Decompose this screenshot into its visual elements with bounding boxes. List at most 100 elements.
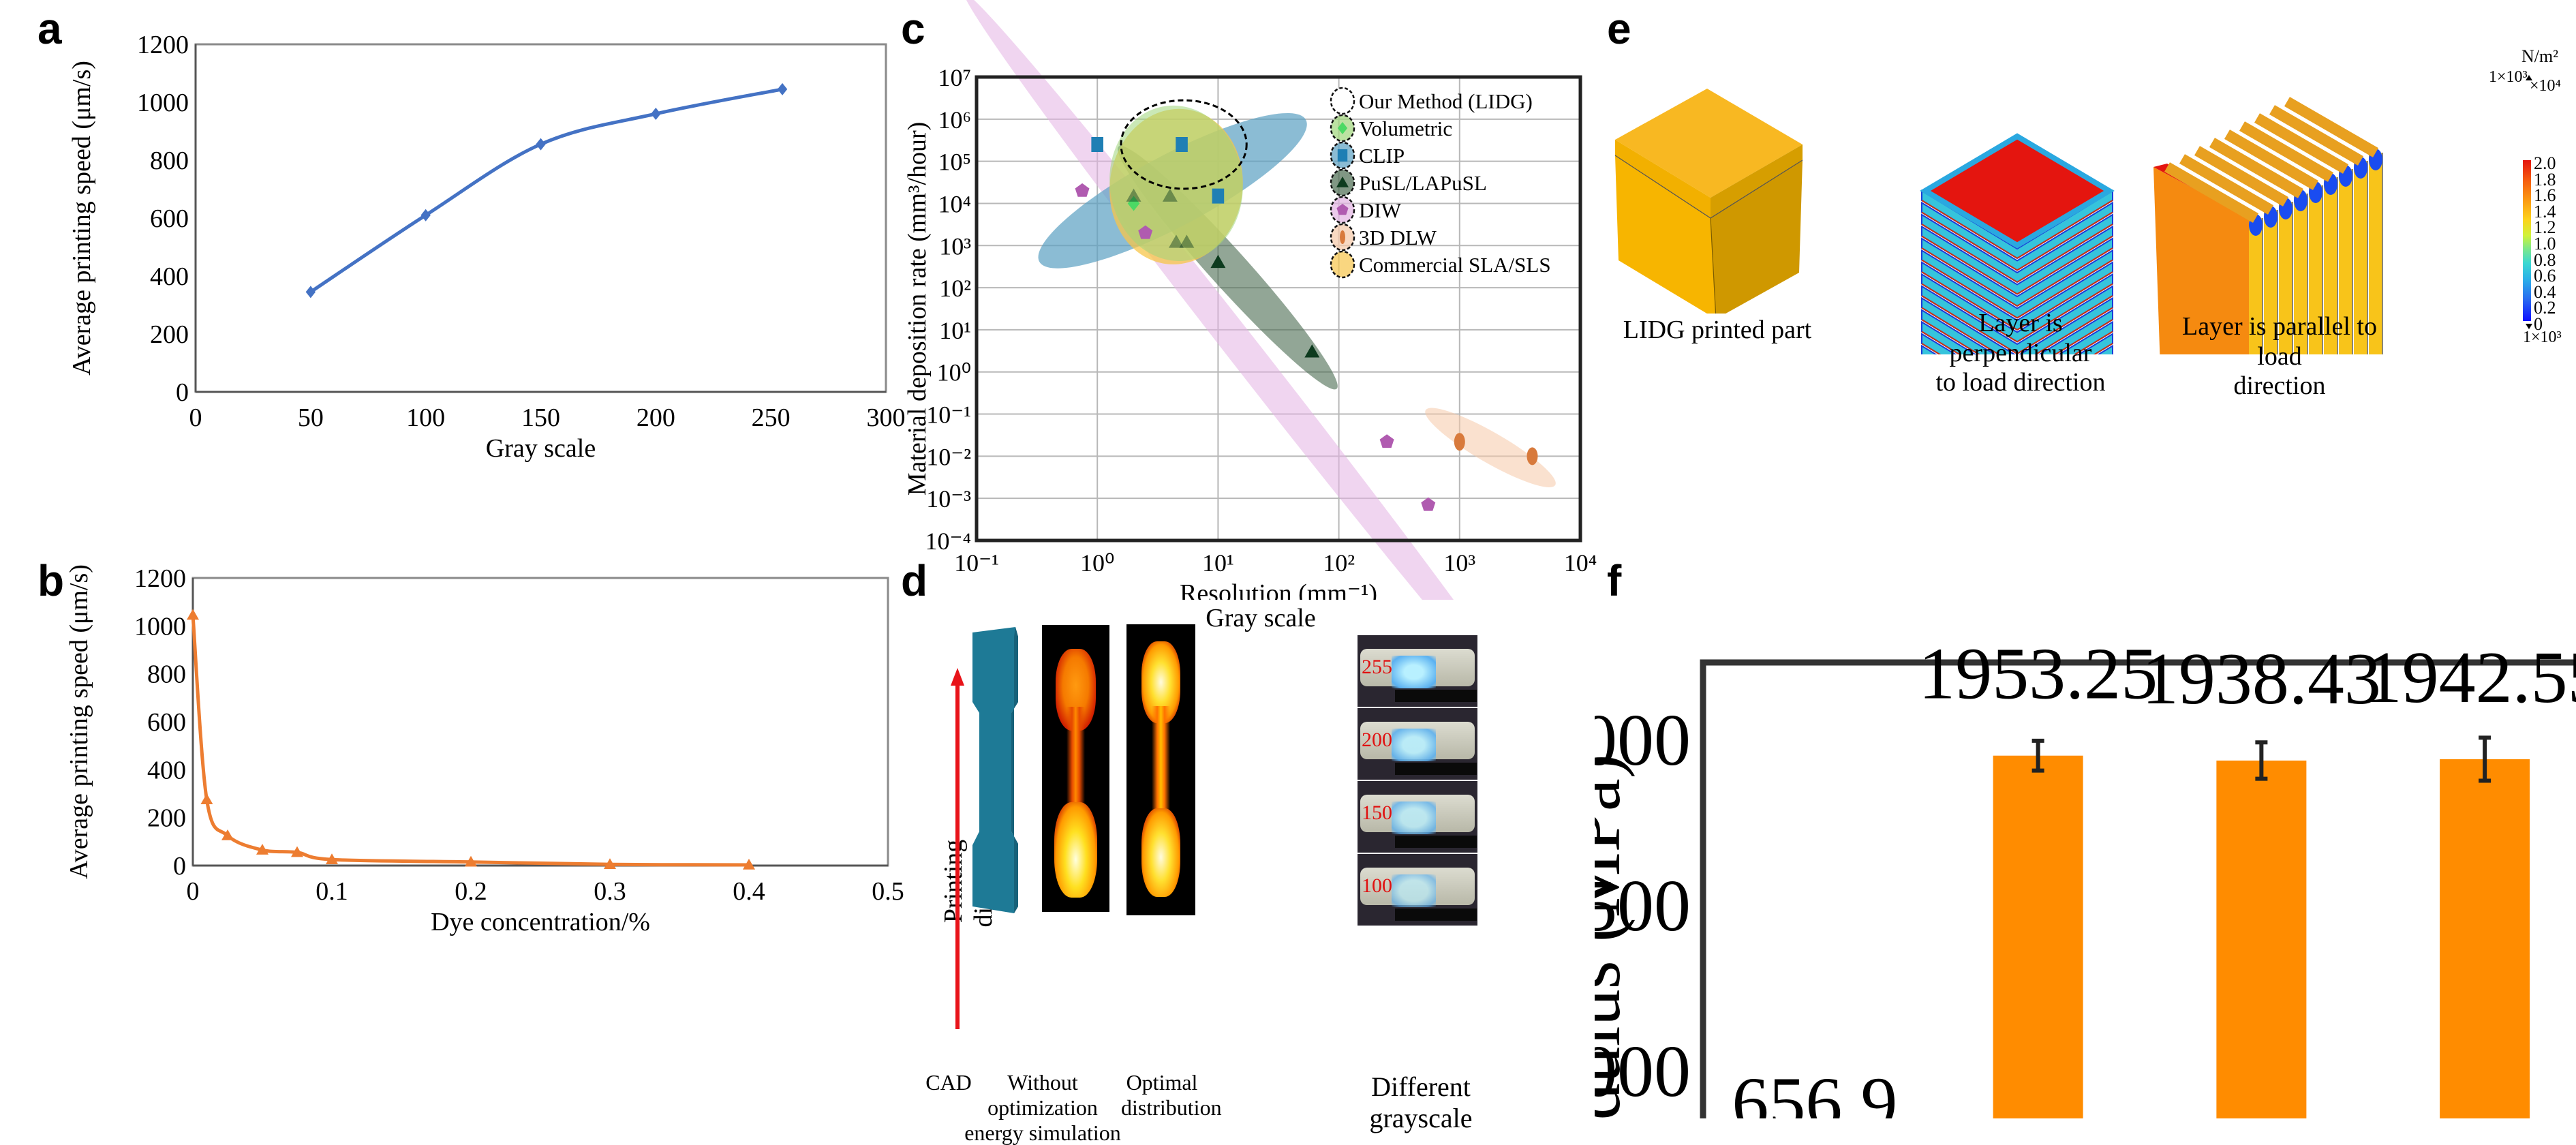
data-point [326, 853, 338, 864]
stress-line [2017, 259, 2113, 319]
plot-frame [1700, 659, 2576, 1118]
legend-label: PuSL/LAPuSL [1359, 171, 1487, 195]
y-tick-label: 10⁻³ [926, 485, 971, 513]
data-point [221, 829, 234, 840]
data-point [651, 108, 661, 120]
gray-level-label: 255 [1362, 656, 1392, 678]
stress-line [1921, 259, 2018, 319]
y-tick-label: 10⁻² [926, 443, 971, 470]
bar [2440, 759, 2530, 1118]
y-tick-label: 0 [173, 852, 186, 881]
colorbar-tick-label: 1.2 [2534, 217, 2556, 238]
colorbar-down-triangle-icon [2526, 324, 2532, 329]
data-point [1138, 225, 1153, 239]
region-volumetric [1109, 105, 1243, 262]
stress-line [1921, 319, 1980, 354]
y-tick-label: 200 [150, 320, 189, 349]
colorbar-tick-label: 1.8 [2534, 169, 2556, 189]
data-point [305, 286, 316, 299]
bar [1993, 755, 2083, 1118]
data-point [604, 858, 616, 869]
caption-line: Layer is parallel to load [2182, 312, 2377, 371]
heatmap-optimal-distribution [1126, 624, 1195, 915]
stress-layer [2339, 169, 2352, 354]
caption-without-optimization: Without optimization energy simulation [961, 1070, 1124, 1145]
y-tick-label: 10² [939, 275, 971, 302]
caption-optimal: Optimal distribution [1121, 1070, 1222, 1120]
y-tick-label: 600 [147, 708, 186, 737]
stress-line [2017, 200, 2113, 259]
stress-top-ridge [2164, 162, 2258, 223]
stress-line [1921, 331, 1961, 354]
data-point [536, 138, 546, 151]
y-tick-label: 1000 [134, 612, 186, 641]
bar-value-label: 656.9 [1732, 1063, 1897, 1118]
stress-layer [2369, 153, 2382, 354]
region-3d-dlw [1425, 408, 1556, 487]
gray-level-label: 150 [1362, 802, 1392, 824]
x-tick-label: 0.2 [455, 877, 487, 906]
x-tick-label: 10³ [1443, 549, 1475, 577]
stress-line [1921, 283, 2018, 343]
y-tick-label: 10¹ [939, 317, 971, 344]
data-point [1075, 183, 1090, 197]
y-tick-label: 10⁴ [938, 190, 971, 217]
y-tick-label: 1500 [1595, 866, 1691, 947]
data-point [465, 855, 477, 867]
bar-value-label: 1953.25 [1918, 634, 2158, 715]
colorbar-min-note: 1×10³ [2523, 329, 2562, 346]
stress-line [2017, 247, 2113, 307]
colorbar-up-triangle-icon [2526, 75, 2532, 80]
x-tick-label: 0 [187, 877, 200, 906]
panel-letter-d: d [901, 556, 928, 605]
bar-value-label: 1938.43 [2142, 639, 2381, 720]
data-point [256, 844, 269, 855]
x-axis-label: Resolution (mm⁻¹) [1180, 579, 1377, 600]
stress-line [1921, 247, 2018, 307]
legend-marker [1340, 230, 1345, 244]
y-tick-label: 600 [150, 204, 189, 233]
colorbar-tick-label: 0.6 [2534, 266, 2556, 286]
x-tick-label: 10⁻¹ [954, 549, 999, 577]
colorbar-tick-label: 0.2 [2534, 298, 2556, 318]
caption-different-grayscale: Different grayscale [1369, 1071, 1473, 1133]
stress-line [2017, 211, 2113, 271]
colorbar-tick-label: 2.0 [2534, 153, 2556, 173]
panel-letter-c: c [901, 4, 925, 53]
colorbar-tick-label: 1.4 [2534, 201, 2556, 222]
y-axis-label: Young’s modulus (MPa) [1595, 754, 1636, 1118]
region-our-method-lidg [1120, 99, 1248, 190]
data-point [1127, 196, 1140, 211]
colorbar-max-note: 1×10³ [2489, 68, 2528, 86]
gray-level-label: 100 [1362, 874, 1392, 897]
stress-layer [2309, 185, 2322, 354]
stress-layer [2294, 194, 2307, 354]
stress-line [1921, 295, 2018, 354]
bar [2216, 760, 2307, 1118]
panel-letter-f: f [1607, 556, 1622, 605]
data-point [743, 858, 755, 870]
data-point [187, 609, 199, 620]
stress-top-ridge [2254, 113, 2348, 174]
colorbar-tick-label: 1.0 [2534, 234, 2556, 254]
legend-label: DIW [1359, 198, 1402, 222]
cad-dogbone-model [972, 627, 1018, 913]
y-tick-label: 2000 [1595, 700, 1691, 781]
panel-letter-a: a [37, 4, 62, 53]
x-axis-label: Gray scale [486, 434, 596, 463]
chart-f-youngs-modulus: 0500100015002000Young’s modulus (MPa)656… [1595, 634, 2576, 1118]
data-point [200, 793, 213, 805]
bar-value-label: 1942.55 [2365, 637, 2576, 718]
grayscale-photo-150: 150 [1358, 781, 1477, 853]
x-tick-label: 10⁴ [1564, 549, 1597, 577]
y-tick-label: 10⁶ [938, 106, 971, 134]
stress-layer [2279, 202, 2293, 354]
y-tick-label: 200 [147, 804, 186, 833]
caption-line: direction [2233, 371, 2326, 401]
panel-d: Printing direction Gray scale 255 200 15… [906, 600, 1601, 1145]
stress-line [2034, 307, 2113, 354]
caption-cad: CAD [925, 1070, 972, 1095]
x-tick-label: 200 [637, 403, 675, 432]
stress-line [2073, 331, 2113, 354]
stress-line [2017, 224, 2113, 283]
